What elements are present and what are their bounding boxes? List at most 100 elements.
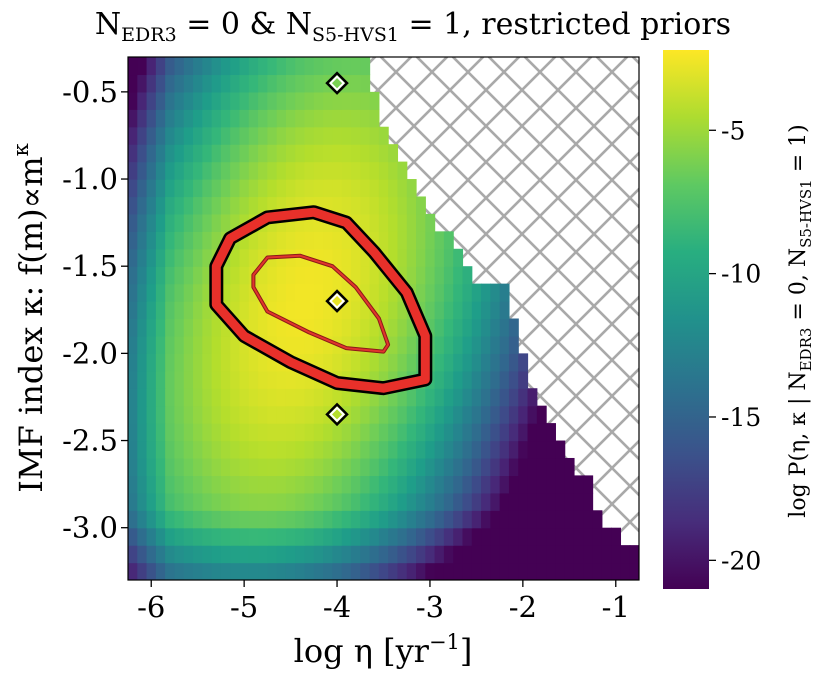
- heatmap-cell: [202, 301, 213, 320]
- heatmap-cell: [230, 213, 241, 232]
- heatmap-cell: [313, 562, 324, 580]
- heatmap-cell: [146, 562, 157, 580]
- heatmap-cell: [174, 301, 185, 320]
- heatmap-cell: [350, 74, 361, 93]
- heatmap-cell: [295, 301, 306, 320]
- heatmap-cell: [313, 57, 324, 76]
- heatmap-cell: [397, 405, 408, 424]
- heatmap-cell: [137, 91, 148, 110]
- heatmap-cell: [629, 545, 639, 564]
- heatmap-cell: [443, 492, 454, 511]
- heatmap-cell: [239, 248, 250, 267]
- heatmap-cell: [239, 405, 250, 424]
- heatmap-cell: [202, 91, 213, 110]
- colorbar-tick-label: -20: [721, 546, 761, 575]
- heatmap-cell: [323, 231, 333, 250]
- heatmap-cell: [202, 248, 213, 267]
- heatmap-cell: [155, 161, 166, 180]
- heatmap-cell: [193, 161, 203, 180]
- heatmap-cell: [313, 475, 324, 494]
- heatmap-cell: [230, 353, 241, 372]
- heatmap: [128, 57, 639, 580]
- heatmap-cell: [155, 423, 166, 442]
- heatmap-cell: [295, 423, 306, 442]
- heatmap-cell: [518, 475, 529, 494]
- heatmap-cell: [183, 57, 194, 76]
- heatmap-cell: [220, 510, 231, 529]
- heatmap-cell: [416, 248, 426, 267]
- heatmap-cell: [174, 527, 185, 546]
- heatmap-cell: [211, 440, 222, 459]
- heatmap-cell: [527, 492, 538, 511]
- heatmap-cell: [490, 423, 501, 442]
- heatmap-cell: [499, 388, 510, 407]
- heatmap-cell: [564, 545, 575, 564]
- heatmap-cell: [276, 405, 287, 424]
- heatmap-cell: [295, 388, 306, 407]
- heatmap-cell: [555, 492, 566, 511]
- heatmap-cell: [573, 545, 584, 564]
- heatmap-cell: [323, 57, 333, 76]
- heatmap-cell: [350, 510, 361, 529]
- heatmap-cell: [341, 335, 352, 354]
- heatmap-cell: [276, 161, 287, 180]
- heatmap-cell: [443, 370, 454, 389]
- heatmap-cell: [202, 510, 213, 529]
- heatmap-cell: [499, 423, 510, 442]
- heatmap-cell: [323, 161, 333, 180]
- heatmap-cell: [508, 527, 519, 546]
- heatmap-cell: [313, 545, 324, 564]
- heatmap-cell: [536, 405, 547, 424]
- heatmap-cell: [248, 283, 259, 302]
- heatmap-cell: [425, 301, 436, 320]
- heatmap-cell: [183, 126, 194, 145]
- heatmap-cell: [137, 266, 148, 285]
- heatmap-cell: [165, 144, 176, 163]
- heatmap-cell: [397, 335, 408, 354]
- heatmap-cell: [211, 318, 222, 337]
- heatmap-cell: [406, 335, 417, 354]
- heatmap-cell: [174, 335, 185, 354]
- heatmap-cell: [193, 423, 203, 442]
- heatmap-cell: [267, 109, 278, 128]
- heatmap-cell: [304, 457, 315, 476]
- heatmap-cell: [378, 457, 389, 476]
- diamond-marker-inner: [329, 406, 345, 423]
- heatmap-cell: [193, 179, 203, 198]
- heatmap-cell: [183, 562, 194, 580]
- heatmap-cell: [174, 545, 185, 564]
- heatmap-cell: [174, 126, 185, 145]
- heatmap-cell: [350, 545, 361, 564]
- heatmap-cell: [146, 492, 157, 511]
- heatmap-cell: [304, 440, 315, 459]
- heatmap-cell: [248, 405, 259, 424]
- heatmap-cell: [183, 283, 194, 302]
- heatmap-cell: [434, 545, 445, 564]
- heatmap-cell: [165, 562, 176, 580]
- heatmap-cell: [453, 266, 464, 285]
- heatmap-cell: [276, 318, 287, 337]
- heatmap-cell: [527, 388, 538, 407]
- heatmap-cell: [360, 562, 371, 580]
- heatmap-cell: [258, 179, 268, 198]
- heatmap-cell: [267, 423, 278, 442]
- heatmap-cell: [220, 440, 231, 459]
- heatmap-cell: [146, 74, 157, 93]
- heatmap-cell: [462, 370, 473, 389]
- heatmap-cell: [137, 335, 148, 354]
- heatmap-cell: [323, 266, 333, 285]
- heatmap-cell: [406, 475, 417, 494]
- heatmap-cell: [518, 388, 529, 407]
- heatmap-cell: [332, 388, 343, 407]
- heatmap-cell: [202, 109, 213, 128]
- heatmap-cell: [165, 440, 176, 459]
- heatmap-cell: [406, 196, 417, 215]
- heatmap-cell: [304, 213, 315, 232]
- heatmap-cell: [378, 423, 389, 442]
- heatmap-cell: [146, 423, 157, 442]
- heatmap-cell: [285, 405, 296, 424]
- heatmap-cell: [183, 423, 194, 442]
- heatmap-cell: [267, 231, 278, 250]
- heatmap-cell: [490, 370, 501, 389]
- heatmap-cell: [378, 527, 389, 546]
